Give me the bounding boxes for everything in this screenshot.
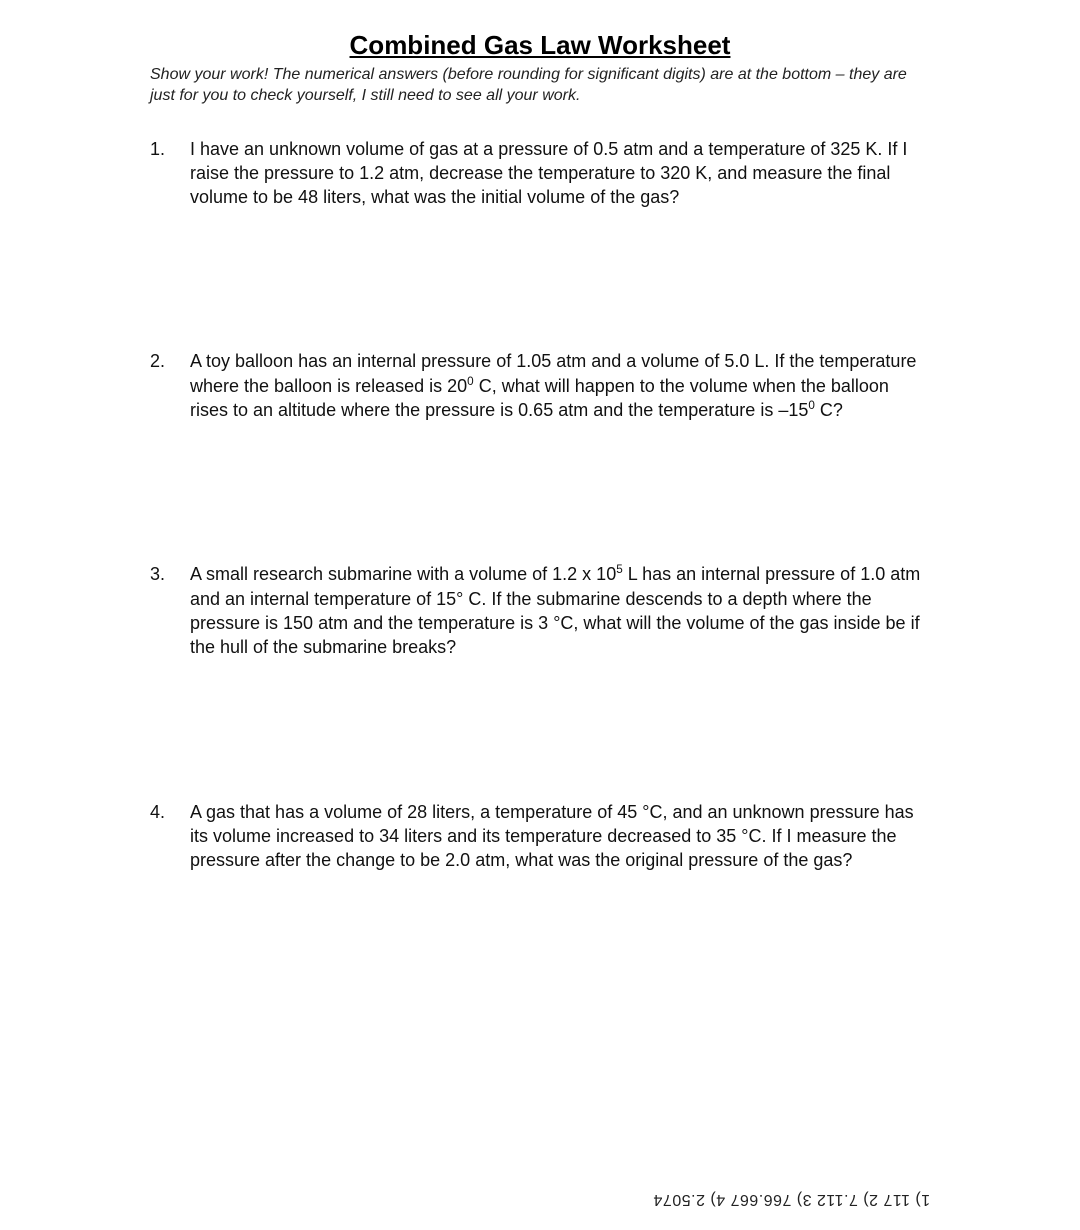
problem-1: I have an unknown volume of gas at a pre… (150, 137, 930, 210)
problem-text: A small research submarine with a volume… (190, 564, 920, 657)
answers-upside-down: 1) 117 2) 7.112 3) 766.667 4) 2.5074 (653, 1190, 930, 1208)
problem-text: A gas that has a volume of 28 liters, a … (190, 802, 914, 871)
page-title: Combined Gas Law Worksheet (150, 30, 930, 61)
problem-3: A small research submarine with a volume… (150, 562, 930, 659)
instructions-text: Show your work! The numerical answers (b… (150, 65, 930, 107)
problem-text: I have an unknown volume of gas at a pre… (190, 139, 907, 208)
problem-4: A gas that has a volume of 28 liters, a … (150, 800, 930, 873)
problem-text: A toy balloon has an internal pressure o… (190, 351, 916, 420)
problem-2: A toy balloon has an internal pressure o… (150, 349, 930, 422)
worksheet-page: Combined Gas Law Worksheet Show your wor… (0, 0, 1080, 872)
problem-list: I have an unknown volume of gas at a pre… (150, 137, 930, 873)
